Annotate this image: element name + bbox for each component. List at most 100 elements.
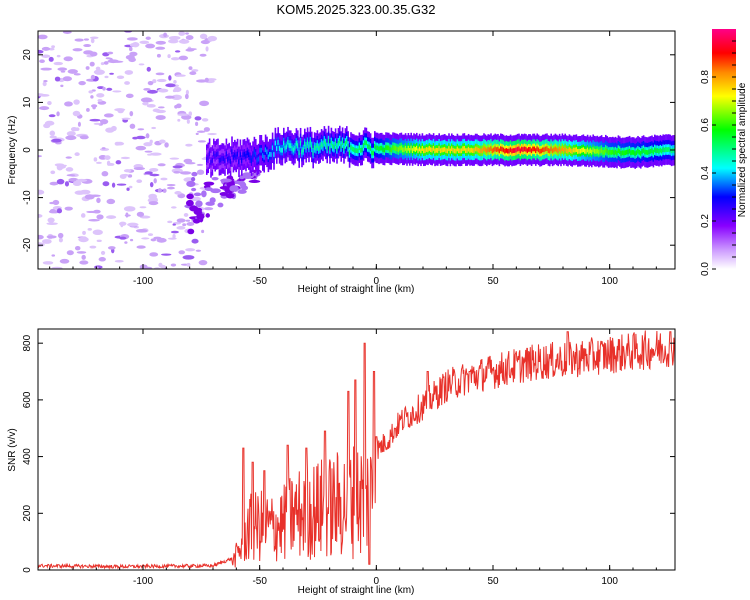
x-tick-label: 50 — [487, 576, 499, 587]
spectrogram-ridge-cell — [353, 147, 355, 152]
spectrogram-ridge-cell — [273, 152, 275, 157]
spectrogram-ridge-cell — [535, 148, 537, 153]
spectrogram-ridge-cell — [306, 140, 309, 146]
spectrogram-noise-cell — [155, 115, 166, 120]
spectrogram-noise-cell — [82, 230, 86, 235]
spectrogram-noise-cell — [93, 122, 101, 125]
spectrogram-tail-cell — [219, 186, 230, 190]
spectrogram-ridge-cell — [561, 146, 564, 152]
spectrogram-ridge-cell — [532, 146, 534, 152]
spectrogram-ridge-cell — [578, 148, 580, 154]
spectrogram-noise-cell — [157, 88, 169, 93]
spectrogram-ridge-cell — [336, 146, 338, 151]
spectrogram-noise-cell — [89, 61, 95, 67]
spectrogram-ridge-cell — [494, 146, 496, 152]
spectrogram-ridge-cell — [459, 148, 461, 154]
spectrogram-ridge-cell — [378, 146, 380, 152]
spectrogram-noise-cell — [65, 156, 72, 159]
spectrogram-noise-cell — [166, 183, 176, 187]
snr-series-line — [38, 330, 675, 570]
spectrogram-noise-cell — [156, 78, 167, 83]
spectrogram-ridge-cell — [668, 147, 670, 152]
spectrogram-noise-cell — [96, 197, 101, 204]
spectrogram-ridge-cell — [270, 152, 272, 157]
spectrogram-ridge-cell — [298, 150, 300, 155]
spectrogram-ridge-cell — [589, 148, 592, 154]
spectrogram-noise-cell — [170, 230, 179, 234]
spectrogram-tail-cell — [205, 213, 211, 218]
spectrogram-ridge-cell — [614, 149, 617, 155]
x-tick-label: 100 — [601, 276, 618, 287]
spectrogram-noise-cell — [143, 142, 153, 147]
spectrogram-noise-cell — [144, 150, 153, 153]
spectrogram-ridge-cell — [666, 147, 669, 153]
spectrogram-tail-cell — [195, 200, 203, 208]
spectrogram-ridge-cell — [645, 149, 648, 155]
spectrogram-ridge-cell — [235, 154, 237, 160]
spectrogram-ridge-cell — [375, 145, 377, 151]
spectrogram-noise-cell — [46, 235, 57, 239]
spectrogram-noise-cell — [148, 233, 154, 236]
spectrogram-noise-cell — [51, 45, 55, 49]
spectrogram-noise-cell — [44, 120, 55, 126]
spectrogram-noise-cell — [149, 173, 160, 177]
spectrogram-noise-cell — [178, 250, 186, 255]
spectrogram-noise-cell — [186, 119, 190, 124]
spectrogram-ridge-cell — [521, 146, 523, 152]
spectrogram-ridge-cell — [474, 146, 477, 152]
spectrogram-ridge-cell — [652, 149, 655, 155]
spectrogram-ridge-cell — [619, 149, 621, 154]
spectrogram-noise-cell — [163, 32, 167, 38]
spectrogram-ridge-cell — [508, 148, 510, 154]
spectrogram-noise-cell — [203, 207, 214, 211]
spectrogram-ridge-cell — [252, 154, 254, 159]
spectrogram-ridge-cell — [295, 141, 298, 146]
spectrogram-noise-cell — [155, 40, 167, 45]
spectrogram-ridge-cell — [278, 146, 281, 151]
spectrogram-noise-cell — [115, 160, 122, 165]
spectrogram-noise-cell — [107, 246, 116, 250]
spectrogram-noise-cell — [157, 163, 166, 167]
spectrogram-ridge-cell — [495, 147, 498, 153]
x-tick-label: 50 — [487, 276, 499, 287]
spectrogram-ridge-cell — [427, 147, 429, 153]
spectrogram-noise-cell — [42, 261, 54, 265]
spectrogram-noise-cell — [93, 209, 101, 214]
spectrogram-ridge-cell — [526, 148, 529, 154]
spectrogram-ridge-cell — [420, 148, 422, 154]
spectrogram-noise-cell — [176, 218, 186, 223]
spectrogram-ridge-cell — [315, 145, 317, 151]
spectrogram-noise-cell — [156, 53, 161, 58]
spectrogram-noise-cell — [58, 237, 63, 243]
spectrogram-noise-cell — [185, 143, 193, 147]
spectrogram-noise-cell — [66, 250, 74, 256]
spectrogram-ridge-cell — [509, 147, 512, 153]
spectrogram-noise-cell — [204, 77, 209, 83]
spectrogram-noise-cell — [201, 118, 209, 122]
spectrogram-noise-cell — [141, 237, 150, 240]
spectrogram-ridge-cell — [308, 144, 310, 150]
spectrogram-ridge-cell — [410, 145, 412, 151]
spectrogram-noise-cell — [56, 111, 60, 117]
spectrogram-tail-cell — [229, 185, 239, 192]
spectrogram-noise-cell — [147, 81, 154, 86]
spectrogram-noise-cell — [38, 93, 45, 97]
spectrogram-ridge-cell — [329, 146, 331, 151]
spectrogram-ridge-cell — [637, 148, 639, 154]
spectrogram-noise-cell — [93, 69, 105, 75]
spectrogram-noise-cell — [64, 101, 73, 107]
spectrogram-noise-cell — [99, 118, 109, 125]
spectrogram-ridge-cell — [449, 148, 452, 154]
spectrogram-ridge-cell — [302, 147, 305, 153]
spectrogram-noise-cell — [74, 152, 80, 157]
spectrogram-ridge-cell — [635, 150, 638, 156]
spectrogram-ridge-cell — [406, 148, 408, 153]
spectrogram-ridge-cell — [661, 148, 663, 154]
spectrogram-noise-cell — [72, 48, 83, 52]
spectrogram-noise-cell — [100, 62, 105, 66]
spectrogram-ridge-cell — [231, 149, 233, 155]
spectrogram-noise-cell — [128, 185, 133, 189]
spectrogram-noise-cell — [104, 155, 111, 160]
spectrogram-ridge-cell — [518, 146, 520, 152]
spectrogram-ridge-cell — [430, 147, 432, 153]
